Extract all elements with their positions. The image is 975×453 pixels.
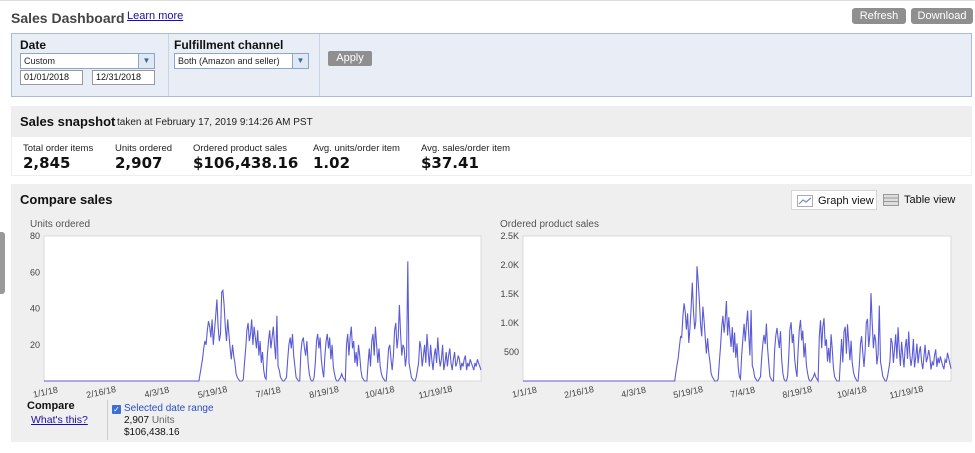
x-tick-label: 4/3/18 [144,385,171,400]
selected-date-range-label: Selected date range [124,403,214,414]
chevron-down-icon[interactable]: ▼ [292,54,308,68]
y-tick-label: 500 [504,347,519,357]
y-tick-label: 20 [30,340,40,350]
sales-chart-title: Ordered product sales [500,219,599,230]
plot-area [522,235,952,382]
x-tick-label: 10/4/18 [836,384,867,400]
y-tick-label: 2.5K [500,231,519,241]
checkbox-checked-icon[interactable]: ✓ [112,405,121,414]
metric-value: $37.41 [421,154,479,172]
divider [107,400,108,440]
date-label: Date [20,38,47,52]
compare-label: Compare [27,400,75,412]
x-tick-label: 4/3/18 [620,385,647,400]
metric-label: Ordered product sales [193,143,287,154]
filter-panel: Date Custom ▼ 01/01/2018 – 12/31/2018 Fu… [11,33,972,97]
snapshot-header: Sales snapshot taken at February 17, 201… [11,106,972,136]
snapshot-metrics: Total order items 2,845 Units ordered 2,… [11,136,972,176]
metric-value: $106,438.16 [193,154,299,172]
metric-label: Avg. units/order item [313,143,400,154]
units-chart-title: Units ordered [30,219,91,230]
whats-this-link[interactable]: What's this? [31,414,88,426]
y-tick-label: 1.0K [500,318,519,328]
metric-label: Total order items [23,143,94,154]
y-tick-label: 1.5K [500,289,519,299]
fulfillment-value: Both (Amazon and seller) [178,56,280,66]
divider [168,34,169,96]
fulfillment-select[interactable]: Both (Amazon and seller) ▼ [174,53,309,69]
series-line [44,261,482,383]
metric-label: Avg. sales/order item [421,143,511,154]
fulfillment-label: Fulfillment channel [174,38,284,52]
graph-view-button[interactable]: Graph view [791,190,877,210]
divider [319,34,320,96]
y-tick-label: 2.0K [500,260,519,270]
x-tick-label: 5/19/18 [672,384,703,400]
start-date-input[interactable]: 01/01/2018 [20,70,83,85]
x-tick-label: 8/19/18 [781,384,812,400]
x-tick-label: 7/4/18 [255,385,282,400]
x-tick-label: 1/1/18 [32,385,59,400]
x-tick-label: 1/1/18 [511,385,538,400]
chevron-down-icon[interactable]: ▼ [138,54,154,68]
line-chart-icon [797,195,813,207]
x-tick-label: 2/16/18 [563,384,594,400]
compare-sales-panel: Compare sales Graph view Table view Unit… [11,184,972,442]
legend-units: 2,907 Units [124,415,175,426]
legend-sales: $106,438.16 [124,427,180,438]
x-tick-label: 11/19/18 [889,384,925,401]
x-tick-label: 5/19/18 [197,384,228,400]
learn-more-link[interactable]: Learn more [127,10,184,22]
snapshot-title: Sales snapshot [20,114,116,129]
compare-title: Compare sales [20,192,113,207]
metric-label: Units ordered [115,143,173,154]
table-icon [883,194,899,206]
series-line [523,266,952,383]
date-range-select[interactable]: Custom ▼ [20,53,155,69]
download-button[interactable]: Download [911,8,973,24]
metric-value: 1.02 [313,154,351,172]
legend-units-word: Units [151,415,175,426]
refresh-button[interactable]: Refresh [852,8,906,24]
ordered-sales-chart: 500 1.0K 1.5K 2.0K 2.5K 1/1/18 2/16/18 4/3/18 5/… [500,231,952,401]
table-view-button[interactable]: Table view [879,190,961,210]
x-tick-label: 7/4/18 [729,385,756,400]
end-date-input[interactable]: 12/31/2018 [92,70,155,85]
x-tick-label: 8/19/18 [308,384,339,400]
metric-value: 2,907 [115,154,163,172]
apply-button[interactable]: Apply [328,51,372,66]
page-title: Sales Dashboard [11,10,125,26]
y-tick-label: 60 [30,267,40,277]
snapshot-timestamp: taken at February 17, 2019 9:14:26 AM PS… [117,117,313,128]
feedback-tab[interactable] [0,232,5,294]
y-tick-label: 40 [30,304,40,314]
x-tick-label: 2/16/18 [85,384,116,400]
date-range-value: Custom [24,56,56,66]
x-tick-label: 10/4/18 [364,384,395,400]
legend-units-value: 2,907 [124,415,150,426]
y-tick-label: 80 [30,231,40,241]
table-view-label: Table view [904,194,956,206]
metric-value: 2,845 [23,154,71,172]
x-tick-label: 11/19/18 [418,384,454,401]
graph-view-label: Graph view [818,195,874,207]
units-ordered-chart: 20 40 60 80 1/1/18 2/16/18 4/3/18 5/19/18 7/4/18… [30,231,482,401]
header-bar: Sales Dashboard Learn more Refresh Downl… [0,0,975,33]
